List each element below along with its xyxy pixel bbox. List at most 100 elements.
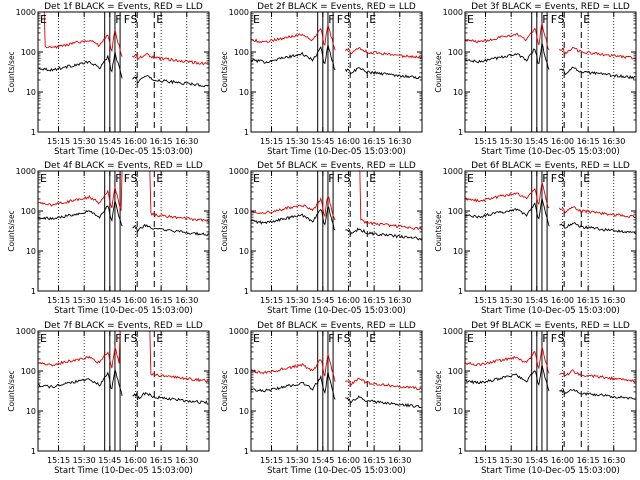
x-tick-label: 15:45	[525, 137, 548, 146]
y-axis-label: Counts/sec	[220, 370, 229, 411]
y-tick-label: 100	[448, 207, 463, 216]
x-tick-label: 15:15	[260, 456, 283, 465]
plot-frame	[250, 170, 423, 292]
y-axis-label: Counts/sec	[434, 51, 443, 92]
x-tick-label: 15:15	[47, 137, 70, 146]
flag-label: E	[253, 13, 260, 26]
y-tick-label: 100	[448, 48, 463, 57]
x-tick-label: 16:15	[363, 137, 386, 146]
flag-label: E	[467, 172, 474, 185]
x-axis-label: Start Time (10-Dec-05 15:03:00)	[481, 147, 620, 157]
plot-frame	[250, 11, 423, 133]
x-tick-label: 16:30	[388, 456, 411, 465]
flag-label: F	[551, 332, 557, 345]
x-tick-label: 16:30	[175, 456, 198, 465]
flag-label: F	[542, 13, 548, 26]
panel-title: Det 8f BLACK = Events, RED = LLD	[257, 321, 416, 331]
lld-series-line	[465, 22, 636, 60]
y-tick-label: 1	[458, 447, 463, 456]
x-tick-label: 15:30	[500, 137, 523, 146]
x-axis-label: Start Time (10-Dec-05 15:03:00)	[267, 466, 406, 476]
x-tick-label: 16:00	[551, 137, 574, 146]
x-tick-label: 15:30	[73, 456, 96, 465]
flag-label: F	[337, 332, 343, 345]
x-tick-label: 15:30	[73, 296, 96, 305]
panel-title: Det 1f BLACK = Events, RED = LLD	[44, 2, 203, 12]
plot-frame	[37, 11, 210, 133]
plot-frame	[464, 330, 637, 452]
detector-panel-8: Det 8f BLACK = Events, RED = LLD 1 10 100 10…	[220, 321, 423, 476]
flag-label: F	[124, 172, 130, 185]
y-tick-label: 10	[239, 88, 249, 97]
flag-label: F	[124, 332, 130, 345]
x-tick-label: 15:45	[525, 456, 548, 465]
x-axis-label: Start Time (10-Dec-05 15:03:00)	[54, 466, 193, 476]
y-tick-label: 100	[21, 48, 36, 57]
y-axis-label: Counts/sec	[220, 51, 229, 92]
x-tick-label: 16:30	[602, 296, 625, 305]
x-axis-label: Start Time (10-Dec-05 15:03:00)	[481, 466, 620, 476]
flag-label: F	[115, 172, 121, 185]
flag-label: E	[369, 332, 376, 345]
y-tick-label: 100	[21, 207, 36, 216]
panel-title: Det 5f BLACK = Events, RED = LLD	[257, 161, 416, 171]
panel-title: Det 2f BLACK = Events, RED = LLD	[257, 2, 416, 12]
x-tick-label: 16:00	[124, 456, 147, 465]
y-tick-label: 1	[244, 128, 249, 137]
events-series-line	[251, 44, 422, 80]
events-series-line	[465, 42, 636, 80]
x-tick-label: 16:15	[577, 456, 600, 465]
x-tick-label: 16:30	[175, 137, 198, 146]
x-tick-label: 15:15	[260, 137, 283, 146]
lld-series-line	[43, 12, 209, 66]
flag-label: E	[156, 172, 163, 185]
x-tick-label: 16:00	[337, 296, 360, 305]
x-tick-label: 15:15	[260, 296, 283, 305]
y-tick-label: 1	[31, 287, 36, 296]
flag-label: E	[253, 172, 260, 185]
y-axis-label: Counts/sec	[7, 210, 16, 251]
x-tick-label: 16:00	[124, 137, 147, 146]
flag-label: E	[40, 13, 47, 26]
y-tick-label: 10	[26, 247, 36, 256]
y-tick-label: 1	[458, 287, 463, 296]
flag-label: F	[542, 332, 548, 345]
flag-label: S	[558, 332, 565, 345]
y-tick-label: 1000	[443, 167, 463, 176]
x-tick-label: 16:15	[363, 296, 386, 305]
x-tick-label: 16:00	[551, 296, 574, 305]
y-tick-label: 100	[234, 207, 249, 216]
events-series-line	[251, 371, 422, 409]
flag-label: E	[467, 13, 474, 26]
x-tick-label: 16:15	[150, 137, 173, 146]
x-tick-label: 16:15	[363, 456, 386, 465]
y-tick-label: 10	[26, 407, 36, 416]
y-tick-label: 10	[239, 247, 249, 256]
flag-label: E	[40, 172, 47, 185]
x-tick-label: 16:30	[388, 296, 411, 305]
y-axis-label: Counts/sec	[434, 210, 443, 251]
y-tick-label: 10	[453, 88, 463, 97]
flag-label: E	[369, 172, 376, 185]
x-tick-label: 15:15	[474, 456, 497, 465]
detector-panel-3: Det 3f BLACK = Events, RED = LLD 1 10 100 10…	[434, 2, 637, 157]
flag-label: S	[131, 172, 138, 185]
x-tick-label: 16:00	[124, 296, 147, 305]
y-tick-label: 1	[458, 128, 463, 137]
x-tick-label: 15:45	[311, 296, 334, 305]
x-tick-label: 15:30	[286, 296, 309, 305]
x-tick-label: 16:30	[388, 137, 411, 146]
flag-label: S	[344, 332, 351, 345]
plot-frame	[37, 330, 210, 452]
flag-label: F	[542, 172, 548, 185]
x-tick-label: 16:00	[337, 456, 360, 465]
events-series-line	[38, 200, 209, 237]
y-tick-label: 1000	[229, 167, 249, 176]
panel-title: Det 4f BLACK = Events, RED = LLD	[44, 161, 203, 171]
y-tick-label: 10	[453, 247, 463, 256]
flag-label: F	[551, 13, 557, 26]
flag-label: F	[115, 13, 121, 26]
detector-panel-4: Det 4f BLACK = Events, RED = LLD 1 10 100 10…	[7, 161, 210, 316]
x-tick-label: 16:30	[602, 137, 625, 146]
x-tick-label: 15:45	[311, 137, 334, 146]
